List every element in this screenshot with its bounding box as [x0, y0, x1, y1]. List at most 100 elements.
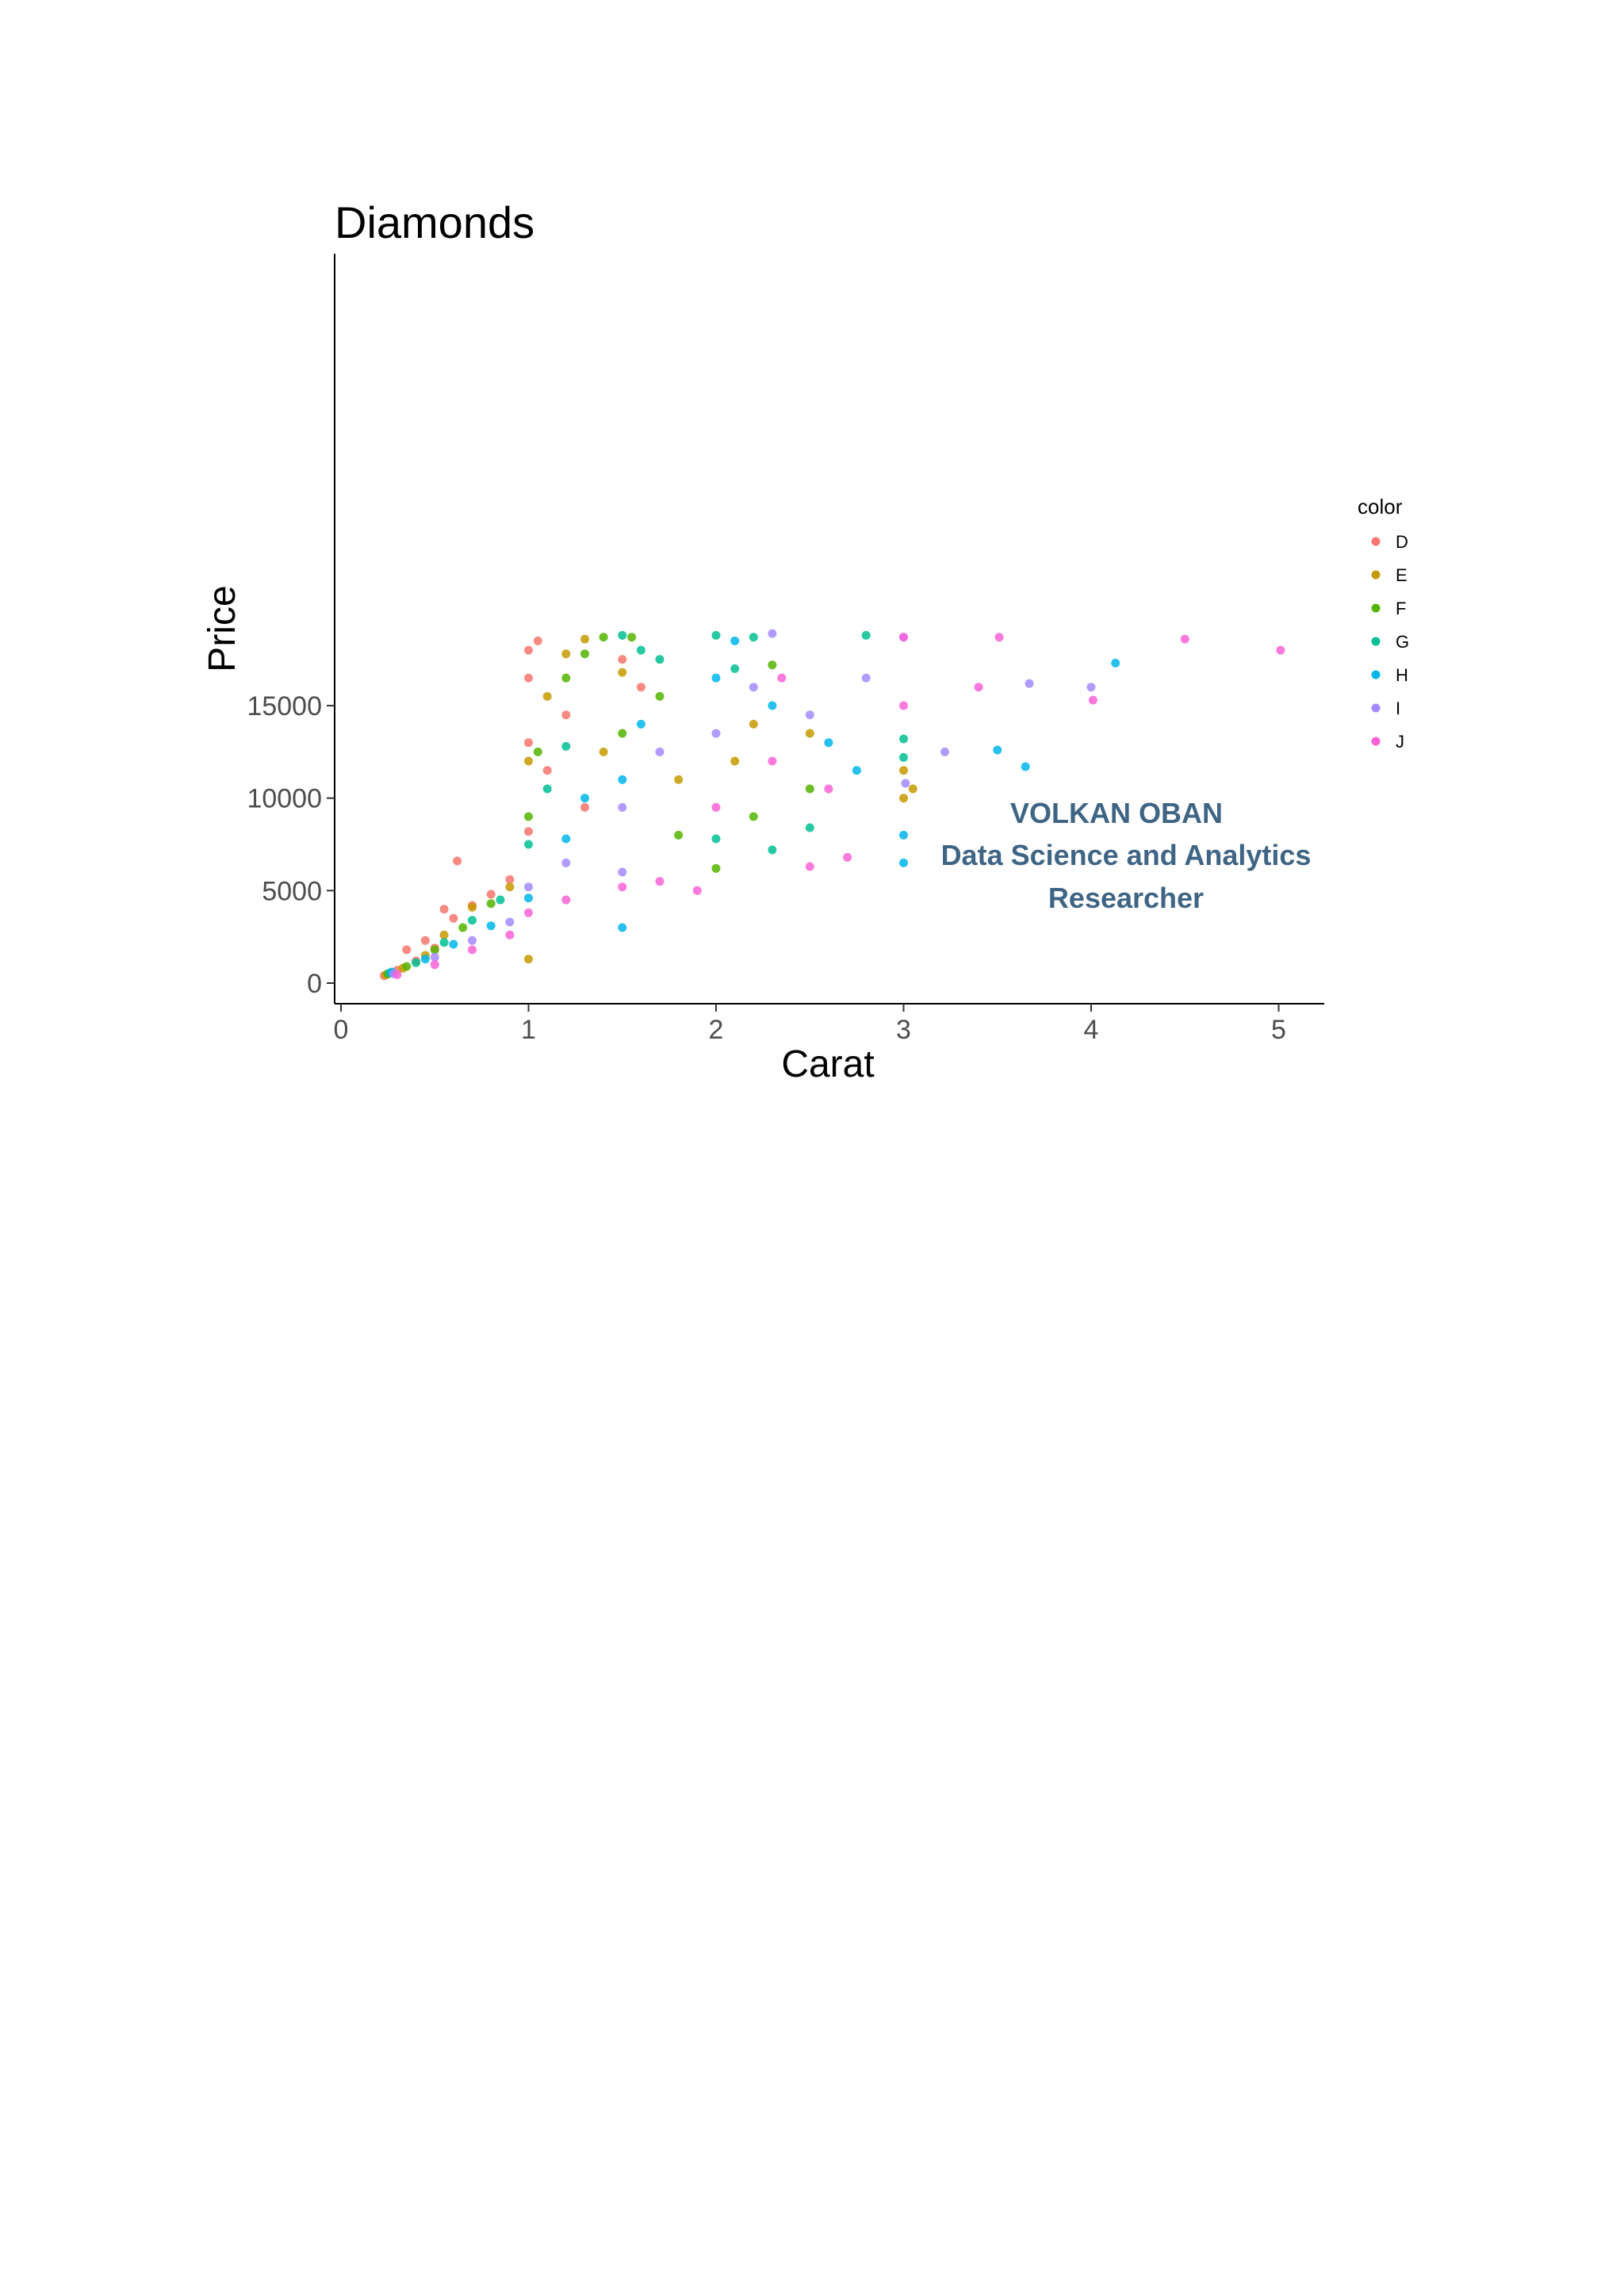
data-point-J: [468, 945, 477, 955]
data-point-H: [524, 894, 533, 903]
data-point-D: [486, 890, 496, 899]
data-point-I: [655, 747, 665, 756]
x-tick-label: 1: [521, 1015, 536, 1045]
data-point-D: [561, 710, 571, 720]
legend-label-G: G: [1396, 632, 1409, 652]
data-point-G: [899, 734, 908, 744]
data-point-G: [899, 752, 908, 762]
data-point-I: [711, 729, 721, 738]
x-ticks: 0 1 2 3 4 5: [334, 1004, 1286, 1045]
points-layer: [379, 629, 1285, 981]
data-point-G: [730, 664, 740, 673]
data-point-E: [749, 719, 758, 729]
legend-key-I: [1371, 703, 1381, 713]
data-point-D: [533, 636, 542, 645]
data-point-I: [901, 779, 910, 788]
data-point-H: [899, 830, 908, 840]
data-point-E: [468, 902, 477, 912]
data-point-H: [618, 775, 627, 784]
data-point-G: [561, 741, 571, 751]
data-point-I: [618, 867, 627, 877]
x-tick-label: 4: [1084, 1015, 1099, 1045]
data-point-H: [1021, 762, 1030, 771]
data-point-G: [711, 834, 721, 844]
data-point-I: [861, 673, 871, 683]
data-point-J: [505, 930, 515, 939]
data-point-H: [899, 858, 908, 867]
legend-label-I: I: [1396, 698, 1400, 718]
data-point-F: [458, 923, 468, 932]
annotation-line-3: Researcher: [1048, 882, 1204, 914]
y-tick-label: 0: [307, 969, 322, 999]
data-point-G: [861, 630, 871, 640]
data-point-G: [618, 630, 627, 640]
data-point-H: [636, 719, 645, 729]
data-point-D: [420, 936, 430, 945]
data-point-F: [580, 649, 589, 659]
data-point-E: [599, 747, 608, 756]
data-point-I: [524, 882, 533, 892]
legend-label-H: H: [1396, 665, 1408, 685]
data-point-E: [805, 729, 814, 738]
data-point-F: [749, 812, 758, 821]
data-point-H: [993, 745, 1002, 755]
data-point-J: [768, 756, 777, 766]
data-point-D: [402, 945, 412, 955]
data-point-F: [674, 830, 684, 840]
data-point-D: [580, 802, 589, 812]
data-point-D: [505, 874, 515, 884]
data-point-E: [542, 691, 552, 701]
data-point-F: [402, 962, 412, 971]
data-point-E: [908, 784, 917, 794]
data-point-J: [524, 908, 533, 917]
data-point-F: [627, 633, 637, 642]
data-point-F: [655, 691, 665, 701]
data-point-H: [768, 701, 777, 710]
data-point-J: [1088, 695, 1097, 705]
data-point-I: [468, 936, 477, 945]
data-point-E: [899, 766, 908, 775]
data-point-J: [692, 886, 702, 895]
legend-key-H: [1371, 670, 1381, 679]
legend-key-G: [1371, 637, 1381, 646]
y-ticks: 0 5000 10000 15000: [247, 691, 335, 999]
data-point-D: [636, 683, 645, 692]
data-point-H: [486, 921, 496, 931]
data-point-J: [974, 683, 983, 692]
data-point-H: [730, 636, 740, 645]
annotation-line-1: VOLKAN OBAN: [1010, 797, 1223, 829]
data-point-G: [655, 655, 665, 664]
data-point-F: [430, 945, 439, 955]
legend-key-J: [1371, 737, 1381, 746]
x-axis-title: Carat: [781, 1043, 874, 1085]
data-point-I: [1025, 679, 1034, 688]
data-point-D: [524, 827, 533, 836]
data-point-E: [524, 955, 533, 964]
data-point-G: [542, 784, 552, 794]
data-point-E: [439, 930, 449, 939]
legend-label-J: J: [1396, 732, 1404, 752]
data-point-F: [486, 899, 496, 909]
data-point-D: [542, 766, 552, 775]
legend-key-E: [1371, 570, 1381, 580]
data-point-F: [805, 784, 814, 794]
data-point-E: [899, 794, 908, 803]
data-point-F: [524, 812, 533, 821]
x-tick-label: 0: [334, 1015, 349, 1045]
y-tick-label: 15000: [247, 691, 322, 721]
data-point-H: [580, 794, 589, 803]
data-point-I: [805, 710, 814, 720]
data-point-E: [561, 649, 571, 659]
data-point-I: [430, 952, 439, 962]
x-tick-label: 2: [709, 1015, 724, 1045]
data-point-G: [524, 840, 533, 849]
data-point-G: [768, 845, 777, 855]
data-point-F: [599, 633, 608, 642]
data-point-D: [524, 673, 533, 683]
data-point-J: [994, 633, 1004, 642]
data-point-J: [1180, 634, 1189, 644]
data-point-G: [636, 645, 645, 655]
data-point-E: [730, 756, 740, 766]
